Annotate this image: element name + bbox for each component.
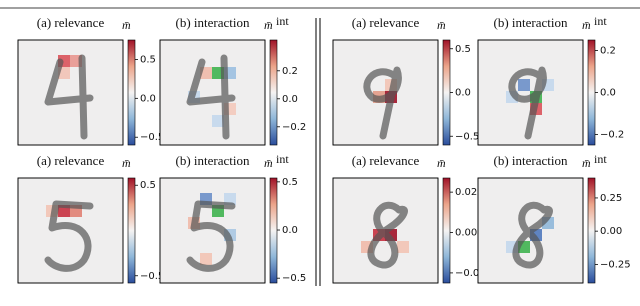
colorbar-tick-label: −0.02 <box>455 268 486 279</box>
image-frame <box>477 39 584 146</box>
colorbar-label-sup: int <box>276 14 289 28</box>
digit <box>512 201 553 269</box>
colorbar-label-sup: int <box>276 152 289 166</box>
colorbar-tick-label: 0.2 <box>282 66 298 77</box>
colorbar <box>127 177 136 284</box>
colorbar-label-sup: int <box>594 152 607 166</box>
colorbar-tick-label: −0.5 <box>140 271 164 282</box>
colorbar-label: m̄ <box>264 18 273 32</box>
digit <box>367 201 408 269</box>
colorbar-label: m̄ <box>122 156 131 170</box>
panel-title: (a) relevance <box>37 153 105 168</box>
colorbar-label: m̄ <box>582 18 591 32</box>
colorbar-tick-label: 0.2 <box>600 46 616 57</box>
colorbar-label: m̄ <box>582 156 591 170</box>
colorbar <box>587 39 596 146</box>
colorbar-label: m̄ <box>437 156 446 170</box>
heat-cell <box>397 241 409 253</box>
colorbar-label: m̄ <box>437 18 446 32</box>
image-frame <box>17 177 124 284</box>
image <box>159 39 266 146</box>
image-frame <box>332 177 439 284</box>
digit <box>363 66 402 140</box>
colorbar <box>127 39 136 146</box>
panel-title: (b) interaction <box>176 15 250 30</box>
panel-title: (a) relevance <box>37 15 105 30</box>
colorbar-tick-label: 0.25 <box>600 193 622 204</box>
colorbar-tick-label: 0.5 <box>140 180 156 191</box>
colorbar-tick-label: 0.0 <box>282 225 298 236</box>
colorbar-tick-label: −0.5 <box>140 132 164 143</box>
image-frame <box>332 39 439 146</box>
colorbar <box>269 39 278 146</box>
colorbar-tick-label: 0.0 <box>140 93 156 104</box>
image-frame <box>159 39 266 146</box>
colorbar-tick-label: 0.5 <box>455 44 471 55</box>
panel-title: (a) relevance <box>352 153 420 168</box>
heat-cell <box>200 253 212 265</box>
colorbar <box>587 177 596 284</box>
colorbar-tick-label: −0.5 <box>282 273 306 284</box>
colorbar-tick-label: 0.0 <box>600 88 616 99</box>
colorbar-tick-label: 0.00 <box>455 228 477 239</box>
heat-cell <box>224 193 236 205</box>
colorbar-tick-label: 0.5 <box>282 177 298 188</box>
digit <box>44 54 94 140</box>
colorbar-tick-label: −0.25 <box>600 259 631 270</box>
colorbar-tick-label: 0.5 <box>140 54 156 65</box>
colorbar-tick-label: 0.0 <box>282 94 298 105</box>
colorbar-label: m̄ <box>264 156 273 170</box>
digit <box>508 66 547 140</box>
colorbar <box>269 177 278 284</box>
image-frame <box>477 177 584 284</box>
image-frame <box>17 39 124 146</box>
colorbar-tick-label: 0.0 <box>455 88 471 99</box>
panel-title: (b) interaction <box>494 153 568 168</box>
colorbar-tick-label: 0.02 <box>455 187 477 198</box>
digit <box>44 200 94 272</box>
colorbar <box>442 177 451 284</box>
colorbar-tick-label: −0.2 <box>282 122 306 133</box>
colorbar-tick-label: 0.00 <box>600 226 622 237</box>
colorbar-label-sup: int <box>594 14 607 28</box>
panel-title: (b) interaction <box>176 153 250 168</box>
colorbar-tick-label: −0.5 <box>455 131 479 142</box>
panel-title: (a) relevance <box>352 15 420 30</box>
colorbar <box>442 39 451 146</box>
colorbar-label: m̄ <box>122 18 131 32</box>
heat-cell <box>518 79 530 91</box>
heat-cell <box>212 115 224 127</box>
digit <box>186 54 236 140</box>
panel-title: (b) interaction <box>494 15 568 30</box>
digit <box>186 200 236 272</box>
image-frame <box>159 177 266 284</box>
colorbar-tick-label: −0.2 <box>600 130 624 141</box>
